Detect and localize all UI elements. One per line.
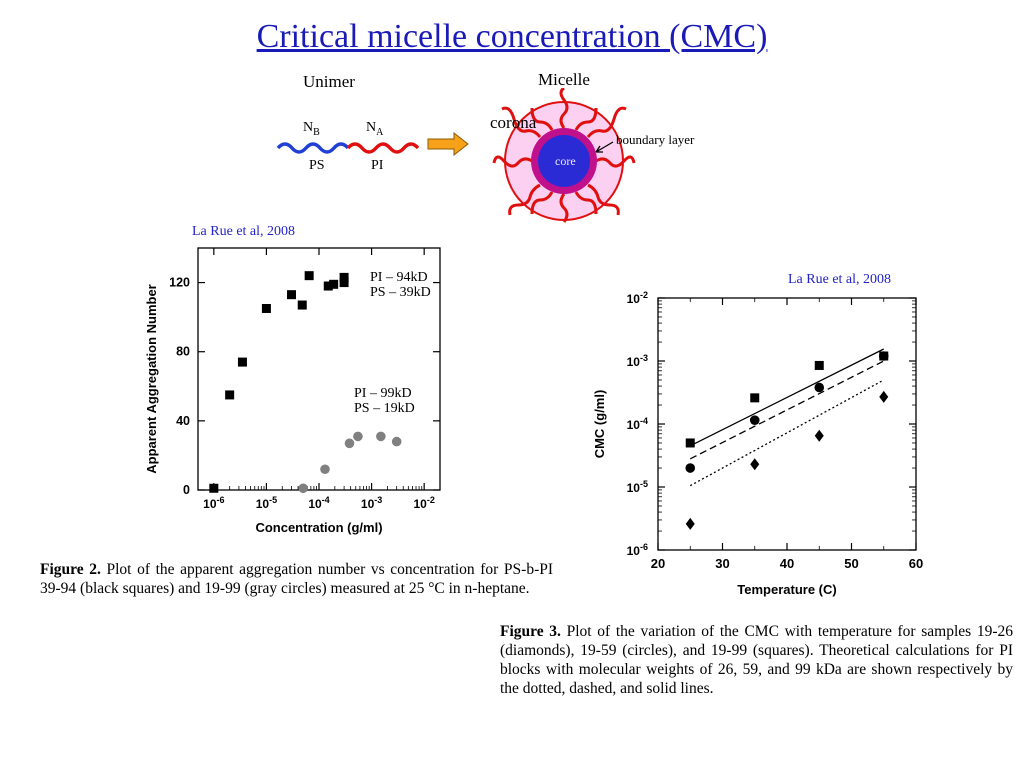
core (538, 135, 590, 187)
data-point (237, 357, 247, 367)
theory-line-dotted (689, 379, 885, 487)
figure3-caption: Figure 3. Plot of the variation of the C… (500, 623, 1014, 697)
data-point (339, 272, 349, 282)
series-circle (685, 351, 889, 473)
legend-gray-circles: PI – 99kD PS – 19kD (354, 386, 415, 416)
data-point (685, 438, 695, 448)
data-point (261, 304, 271, 313)
y-tick-label: 10-2 (627, 290, 648, 306)
y-tick-label: 10-4 (627, 416, 648, 432)
legend-black-pi: PI – 94kD (370, 270, 428, 285)
data-point (685, 517, 695, 530)
nb-label: NB (303, 120, 320, 138)
data-point (878, 351, 889, 361)
data-point (339, 278, 349, 288)
ps-chain (276, 142, 350, 154)
data-point (297, 300, 307, 310)
x-tick-label: 10-2 (413, 495, 434, 511)
ps-label: PS (309, 158, 325, 173)
legend-black-squares: PI – 94kD PS – 39kD (370, 270, 431, 300)
corona-chains (492, 88, 636, 223)
x-tick-label: 30 (715, 556, 729, 571)
y-tick-label: 0 (183, 483, 190, 497)
data-point (814, 429, 824, 442)
series-gray-circles (298, 431, 402, 494)
x-tick-label: 10-5 (256, 495, 277, 511)
y-tick-label: 80 (176, 345, 190, 359)
y-tick-label: 10-6 (627, 542, 648, 558)
y-tick-label: 10-3 (627, 353, 648, 369)
x-tick-label: 50 (844, 556, 858, 571)
slide-title: Critical micelle concentration (CMC) (256, 18, 768, 55)
boundary-layer-label: boundary layer (616, 132, 695, 147)
y-tick-label: 40 (176, 414, 190, 428)
citation-right: La Rue et al, 2008 (788, 272, 892, 287)
x-tick-label: 40 (780, 556, 794, 571)
series-diamond (685, 390, 889, 530)
data-point (376, 431, 386, 442)
citation-left: La Rue et al, 2008 (192, 224, 296, 239)
x-tick-label: 60 (909, 556, 923, 571)
x-tick-label: 10-6 (203, 495, 224, 511)
pi-label: PI (371, 158, 384, 173)
x-tick-label: 10-4 (308, 495, 329, 511)
core-label: core (555, 154, 576, 168)
figure2-chart: 10-6 10-5 10-4 10-3 10-2 0 40 80 120 Concentratio… (144, 247, 441, 535)
figure2-caption: Figure 2. Plot of the apparent aggregati… (40, 561, 554, 597)
data-point (320, 464, 330, 475)
pi-chain (346, 142, 420, 154)
data-point (750, 458, 760, 471)
na-label: NA (366, 120, 384, 138)
micelle-schematic (276, 88, 636, 223)
y-axis-label: CMC (g/ml) (592, 390, 607, 459)
legend-gray-pi: PI – 99kD (354, 386, 412, 401)
series-black-squares (209, 271, 349, 493)
data-point (879, 390, 889, 403)
data-point (391, 436, 402, 447)
x-tick-label: 10-3 (361, 495, 382, 511)
data-point (304, 271, 314, 281)
x-tick-label: 20 (651, 556, 665, 571)
data-point (323, 281, 333, 291)
legend-black-ps: PS – 39kD (370, 285, 431, 300)
micelle-label: Micelle (538, 70, 590, 89)
data-point (353, 431, 363, 442)
data-point (814, 382, 825, 393)
data-point (209, 483, 219, 493)
corona-label: corona (490, 113, 537, 132)
boundary-pointer (595, 141, 614, 153)
data-point (344, 438, 355, 449)
data-point (814, 360, 824, 370)
y-tick-label: 10-5 (627, 479, 648, 495)
theory-line-solid (689, 348, 885, 447)
x-axis-label: Temperature (C) (737, 582, 836, 597)
unimer-label: Unimer (303, 72, 355, 91)
legend-gray-ps: PS – 19kD (354, 401, 415, 416)
x-axis-label: Concentration (g/ml) (255, 520, 382, 535)
data-point (298, 483, 308, 494)
arrow-icon (427, 131, 469, 157)
theory-line-dashed (689, 360, 885, 460)
y-axis-label: Apparent Aggregation Number (144, 284, 159, 473)
data-point (329, 279, 339, 289)
data-point (750, 393, 760, 403)
data-point (685, 463, 696, 473)
data-point (749, 415, 760, 425)
data-point (225, 390, 235, 400)
data-point (287, 290, 297, 300)
y-tick-label: 120 (169, 276, 190, 290)
figure3-chart: 20 30 40 50 60 10-6 10-5 10-4 10-3 10-2 Temperatur… (592, 290, 923, 597)
plot-frame (657, 297, 917, 551)
